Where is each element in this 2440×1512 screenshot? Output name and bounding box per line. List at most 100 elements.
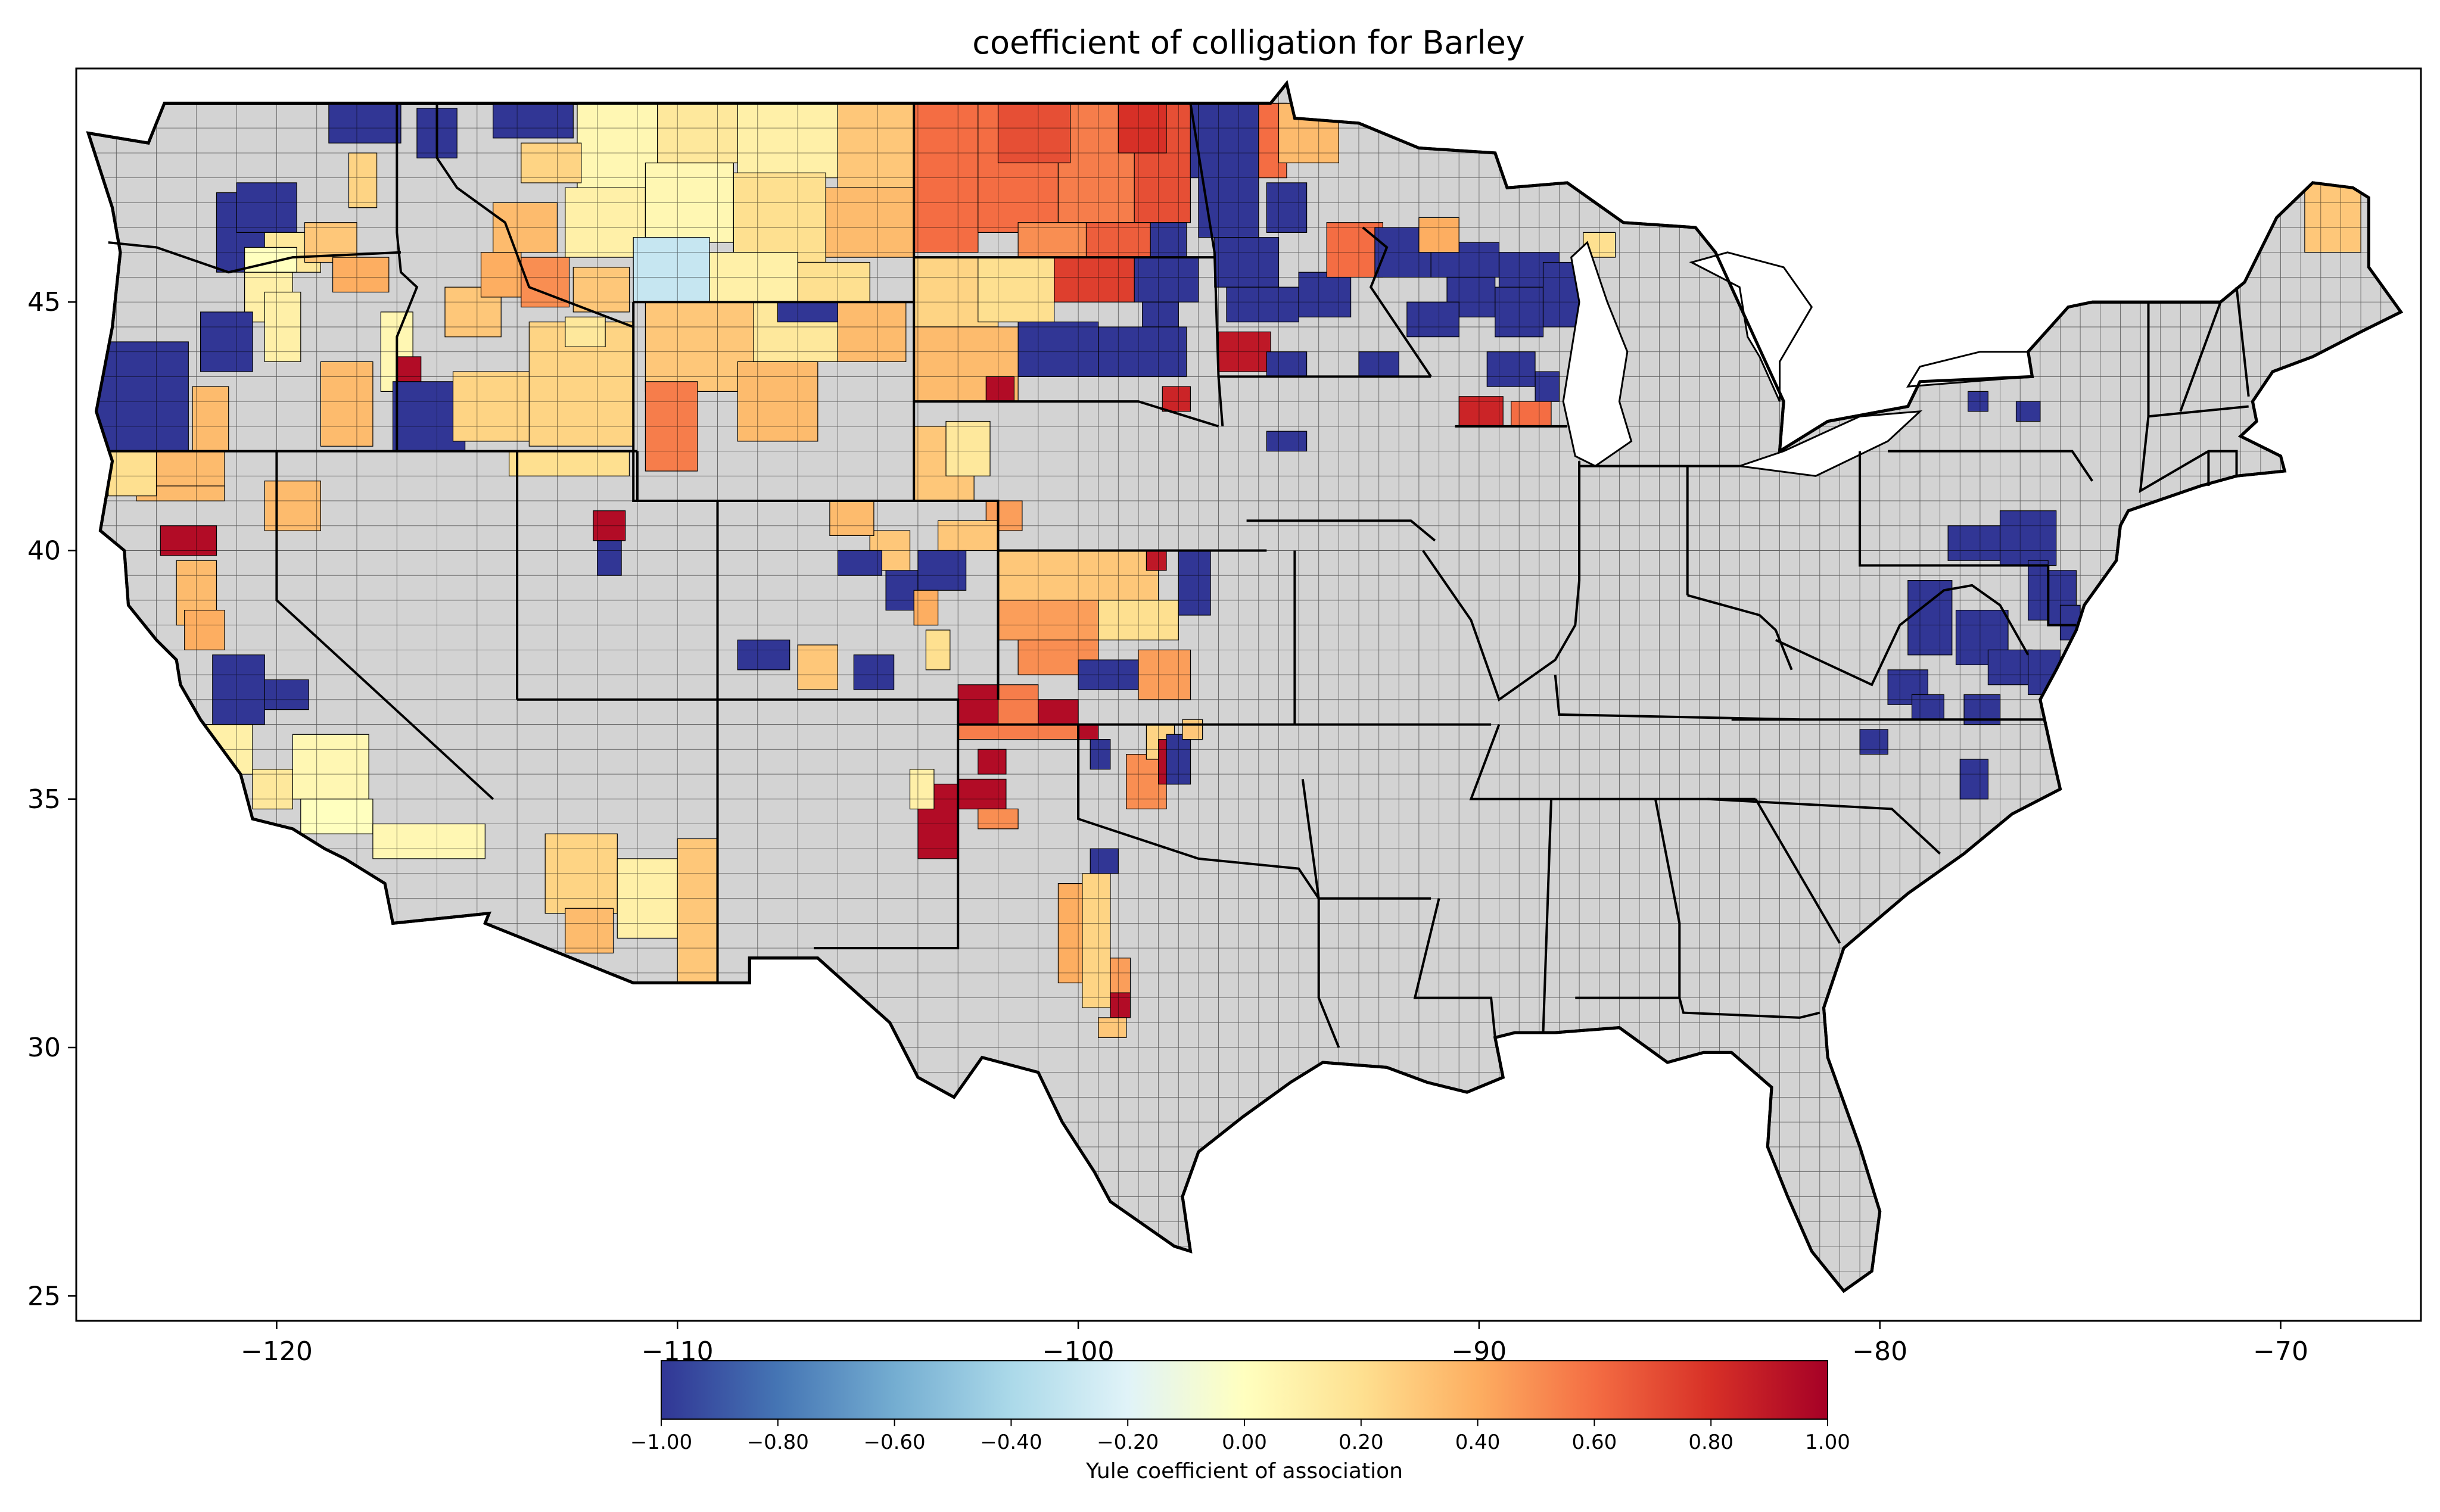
state-border: [2047, 565, 2077, 626]
county-region: [985, 376, 1015, 402]
y-tick-label: 30: [27, 1033, 61, 1063]
state-border: [1707, 797, 1941, 855]
county-region: [160, 525, 217, 556]
county-region: [1406, 301, 1459, 338]
county-region: [777, 301, 838, 323]
county-region: [156, 450, 225, 487]
state-border: [1301, 779, 1431, 900]
county-region: [677, 838, 718, 984]
state-border: [1189, 103, 1224, 427]
state-border: [1754, 798, 1841, 944]
county-region: [837, 550, 883, 576]
county-region: [348, 152, 378, 208]
county-region: [2304, 182, 2361, 253]
county-region: [1266, 351, 1308, 378]
county-region: [733, 172, 826, 263]
county-region: [997, 600, 1099, 641]
county-region: [521, 142, 582, 183]
county-region: [945, 420, 991, 476]
county-region: [328, 102, 402, 144]
county-region: [96, 341, 189, 452]
colorbar-tick-label: 0.80: [1688, 1430, 1733, 1454]
county-region: [1017, 321, 1099, 377]
colorbar-tick-label: −0.80: [747, 1430, 809, 1454]
colorbar-gradient: [661, 1360, 1828, 1420]
county-region: [633, 237, 710, 303]
county-region: [957, 778, 1007, 810]
county-region: [2028, 560, 2049, 621]
state-border: [1575, 799, 1681, 999]
county-region: [1178, 550, 1211, 616]
county-region: [1326, 222, 1383, 278]
county-region: [1134, 257, 1199, 303]
county-region: [737, 102, 838, 179]
county-region: [108, 450, 157, 497]
county-region: [1017, 222, 1087, 258]
county-region: [236, 182, 297, 233]
lake: [1739, 410, 1923, 477]
county-region: [1911, 694, 1944, 720]
county-region: [1266, 182, 1308, 233]
county-region: [1987, 649, 2033, 685]
county-region: [1959, 759, 1989, 800]
colorbar-ticks: −1.00 −0.80 −0.60 −0.40 −0.20 0.00 0.20 0.40 0.6…: [630, 1419, 1850, 1454]
county-region: [244, 247, 297, 273]
county-region: [997, 102, 1071, 164]
state-border: [1554, 674, 1800, 721]
state-border: [1542, 799, 1552, 1033]
y-axis: 25 30 35 40 45: [27, 287, 76, 1311]
colorbar-label: Yule coefficient of association: [1085, 1459, 1403, 1483]
county-region: [656, 102, 738, 164]
colorbar: −1.00 −0.80 −0.60 −0.40 −0.20 0.00 0.20 0.40 0.6…: [630, 1360, 1850, 1483]
county-region: [1458, 396, 1504, 427]
county-region: [452, 371, 542, 442]
county-region: [1859, 729, 1888, 755]
state-border: [2179, 301, 2222, 412]
county-region: [1054, 257, 1135, 303]
county-region: [829, 500, 874, 537]
county-region: [508, 450, 630, 476]
x-axis: −120 −110 −100 −90 −80 −70: [241, 1321, 2308, 1367]
county-region: [1278, 102, 1340, 164]
x-tick-label: −120: [241, 1336, 313, 1367]
colorbar-tick-label: −0.60: [863, 1430, 925, 1454]
state-border: [1775, 584, 2030, 687]
county-region: [853, 654, 895, 690]
county-region: [1150, 222, 1187, 258]
county-region: [797, 261, 870, 303]
x-tick-label: −70: [2253, 1336, 2308, 1367]
county-region: [1999, 510, 2057, 566]
lake: [1562, 241, 1633, 467]
county-region: [565, 316, 606, 347]
county-region: [1214, 237, 1280, 288]
county-region: [1078, 724, 1099, 740]
county-region: [1226, 286, 1299, 323]
county-region: [837, 102, 914, 188]
y-tick-label: 45: [27, 287, 61, 317]
colorbar-tick-label: 0.20: [1339, 1430, 1384, 1454]
county-region: [192, 386, 229, 452]
y-tick-label: 40: [27, 535, 61, 566]
county-region: [1907, 579, 1953, 656]
county-region: [252, 769, 293, 810]
colorbar-tick-label: −0.40: [980, 1430, 1042, 1454]
state-border: [632, 302, 1000, 700]
county-region: [372, 823, 485, 859]
state-border: [1362, 226, 1432, 378]
county-region: [1266, 431, 1308, 452]
county-region: [320, 361, 374, 447]
county-region: [184, 609, 225, 650]
county-region: [264, 481, 322, 531]
state-border: [814, 724, 960, 950]
county-region: [937, 520, 999, 551]
county-region: [1198, 102, 1259, 238]
county-region: [825, 187, 914, 258]
coastline: [86, 80, 2404, 1293]
colorbar-tick-label: −1.00: [630, 1430, 692, 1454]
county-region: [909, 769, 935, 810]
y-tick-label: 25: [27, 1281, 61, 1311]
plot-frame: [75, 67, 2422, 1322]
state-border: [1687, 594, 1793, 671]
county-region: [917, 550, 967, 591]
county-region: [300, 799, 374, 834]
